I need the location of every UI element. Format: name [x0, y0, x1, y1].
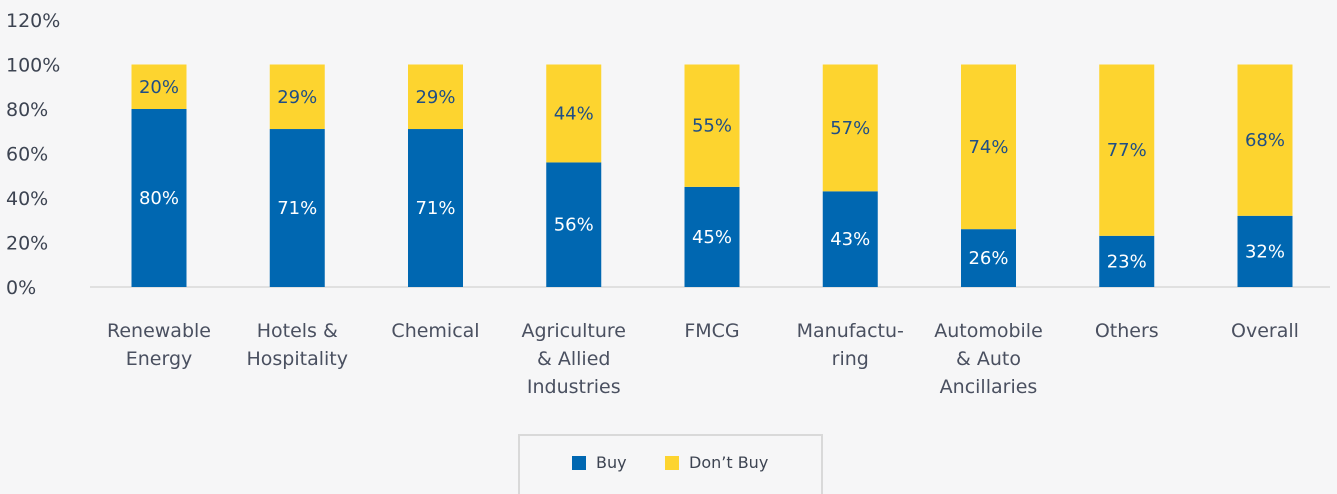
x-category-label: Automobile [934, 320, 1043, 342]
x-category-label: Chemical [391, 320, 479, 342]
legend-item-buy: Buy [572, 453, 627, 472]
y-tick-label: 60% [6, 144, 48, 166]
data-label-buy: 32% [1245, 241, 1285, 262]
x-category-label: Others [1095, 320, 1159, 342]
y-tick-label: 20% [6, 233, 48, 255]
bar-dont-buy [684, 64, 740, 187]
bar-buy [684, 186, 740, 287]
data-label-dont-buy: 29% [415, 87, 455, 108]
stacked-bar-chart: 0% 20% 40% 60% 80% 100% 120% 80% 20% 71% 29% 71% 29… [6, 10, 1330, 398]
data-label-dont-buy: 44% [554, 103, 594, 124]
bar-buy [822, 191, 878, 287]
legend-swatch-buy [572, 455, 586, 470]
x-axis-categories: Renewable Energy Hotels & Hospitality Chemic… [107, 320, 1299, 398]
bar-dont-buy [1237, 64, 1293, 216]
legend: Buy Don’t Buy [518, 434, 823, 494]
data-label-buy: 43% [830, 229, 870, 250]
data-label-buy: 56% [554, 215, 594, 236]
bar-buy [961, 229, 1016, 287]
x-category-label: Ancillaries [940, 376, 1038, 398]
bar-buy [408, 129, 463, 287]
legend-label-buy: Buy [596, 453, 627, 472]
bar-dont-buy [546, 64, 602, 163]
bar-buy [1237, 215, 1293, 287]
legend-label-dont-buy: Don’t Buy [689, 453, 769, 472]
bar-buy [131, 109, 187, 287]
bar-dont-buy [822, 64, 878, 192]
x-category-label: Energy [126, 348, 193, 370]
x-category-label: Overall [1231, 320, 1299, 342]
data-label-buy: 71% [415, 198, 455, 219]
x-category-label: & Allied [537, 348, 610, 370]
y-tick-label: 40% [6, 188, 48, 210]
x-category-label: FMCG [684, 320, 739, 342]
y-tick-label: 80% [6, 99, 48, 121]
x-category-label: Hospitality [247, 348, 349, 370]
data-label-buy: 80% [139, 188, 179, 209]
x-category-label: Renewable [107, 320, 211, 342]
bar-buy [1099, 235, 1155, 287]
data-label-buy: 23% [1107, 251, 1147, 272]
x-category-label: & Auto [956, 348, 1021, 370]
data-label-buy: 45% [692, 227, 732, 248]
bar-dont-buy [1099, 64, 1155, 236]
data-label-dont-buy: 57% [830, 118, 870, 139]
legend-swatch-dont-buy [665, 455, 679, 470]
y-tick-label: 120% [6, 10, 60, 32]
bar-buy [546, 162, 602, 287]
data-label-dont-buy: 29% [277, 87, 317, 108]
data-label-buy: 26% [968, 248, 1008, 269]
data-label-dont-buy: 77% [1107, 140, 1147, 161]
data-labels: 80% 20% 71% 29% 71% 29% 56% 44% 45% 55% 43% 57% 26% 7… [139, 77, 1285, 273]
data-label-dont-buy: 20% [139, 77, 179, 98]
bar-dont-buy [408, 64, 463, 130]
bar-dont-buy [961, 64, 1016, 230]
x-category-label: Agriculture [522, 320, 627, 342]
legend-item-dont-buy: Don’t Buy [665, 453, 768, 472]
data-label-dont-buy: 55% [692, 116, 732, 137]
y-tick-label: 100% [6, 55, 60, 77]
x-category-label: ring [832, 348, 869, 370]
bar-dont-buy [131, 64, 187, 109]
data-label-buy: 71% [277, 198, 317, 219]
bar-buy [269, 129, 325, 287]
x-category-label: Manufactu- [797, 320, 904, 342]
bars [131, 64, 1293, 287]
y-tick-label: 0% [6, 277, 36, 299]
data-label-dont-buy: 68% [1245, 130, 1285, 151]
x-category-label: Hotels & [257, 320, 338, 342]
x-category-label: Industries [527, 376, 621, 398]
data-label-dont-buy: 74% [968, 137, 1008, 158]
bar-dont-buy [269, 64, 325, 130]
y-axis: 0% 20% 40% 60% 80% 100% 120% [6, 10, 60, 299]
